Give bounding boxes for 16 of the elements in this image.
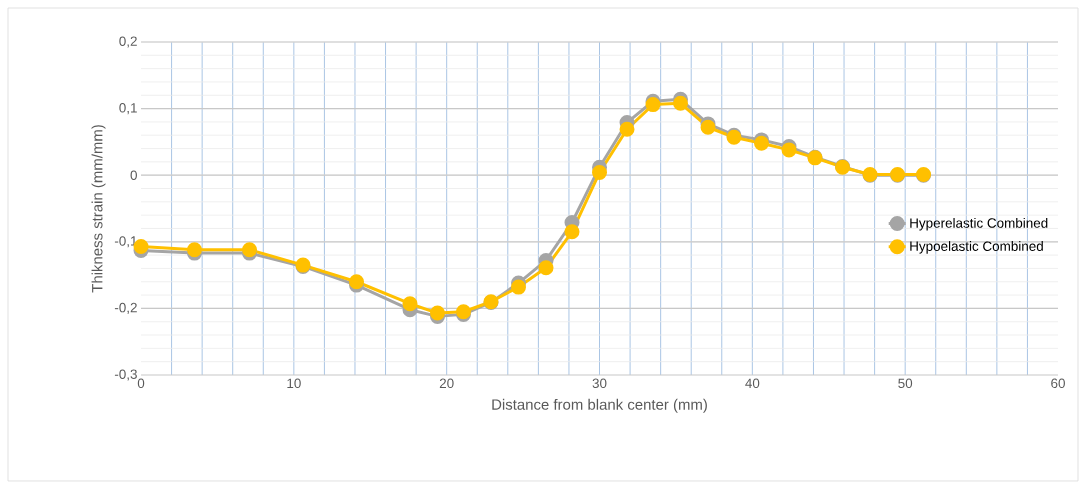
legend-label: Hyperelastic Combined (910, 217, 1048, 231)
y-tick-label: 0 (130, 170, 137, 180)
x-tick-label: 30 (592, 378, 607, 389)
y-axis-title: Thikness strain (mm/mm) (91, 125, 106, 293)
x-tick-label: 0 (137, 378, 145, 389)
x-tick-label: 10 (287, 378, 301, 389)
y-tick-label: 0,2 (119, 36, 137, 48)
x-tick-label: 40 (745, 378, 760, 389)
y-tick-label: 0,1 (119, 103, 137, 115)
y-tick-label: -0,3 (114, 369, 137, 381)
x-tick-label: 20 (439, 378, 454, 389)
x-axis-title: Distance from blank center (mm) (492, 398, 707, 413)
y-tick-label: -0,2 (114, 302, 137, 314)
x-tick-label: 60 (1051, 378, 1065, 389)
x-tick-label: 50 (898, 378, 913, 389)
legend-label: Hypoelastic Combined (910, 241, 1043, 254)
